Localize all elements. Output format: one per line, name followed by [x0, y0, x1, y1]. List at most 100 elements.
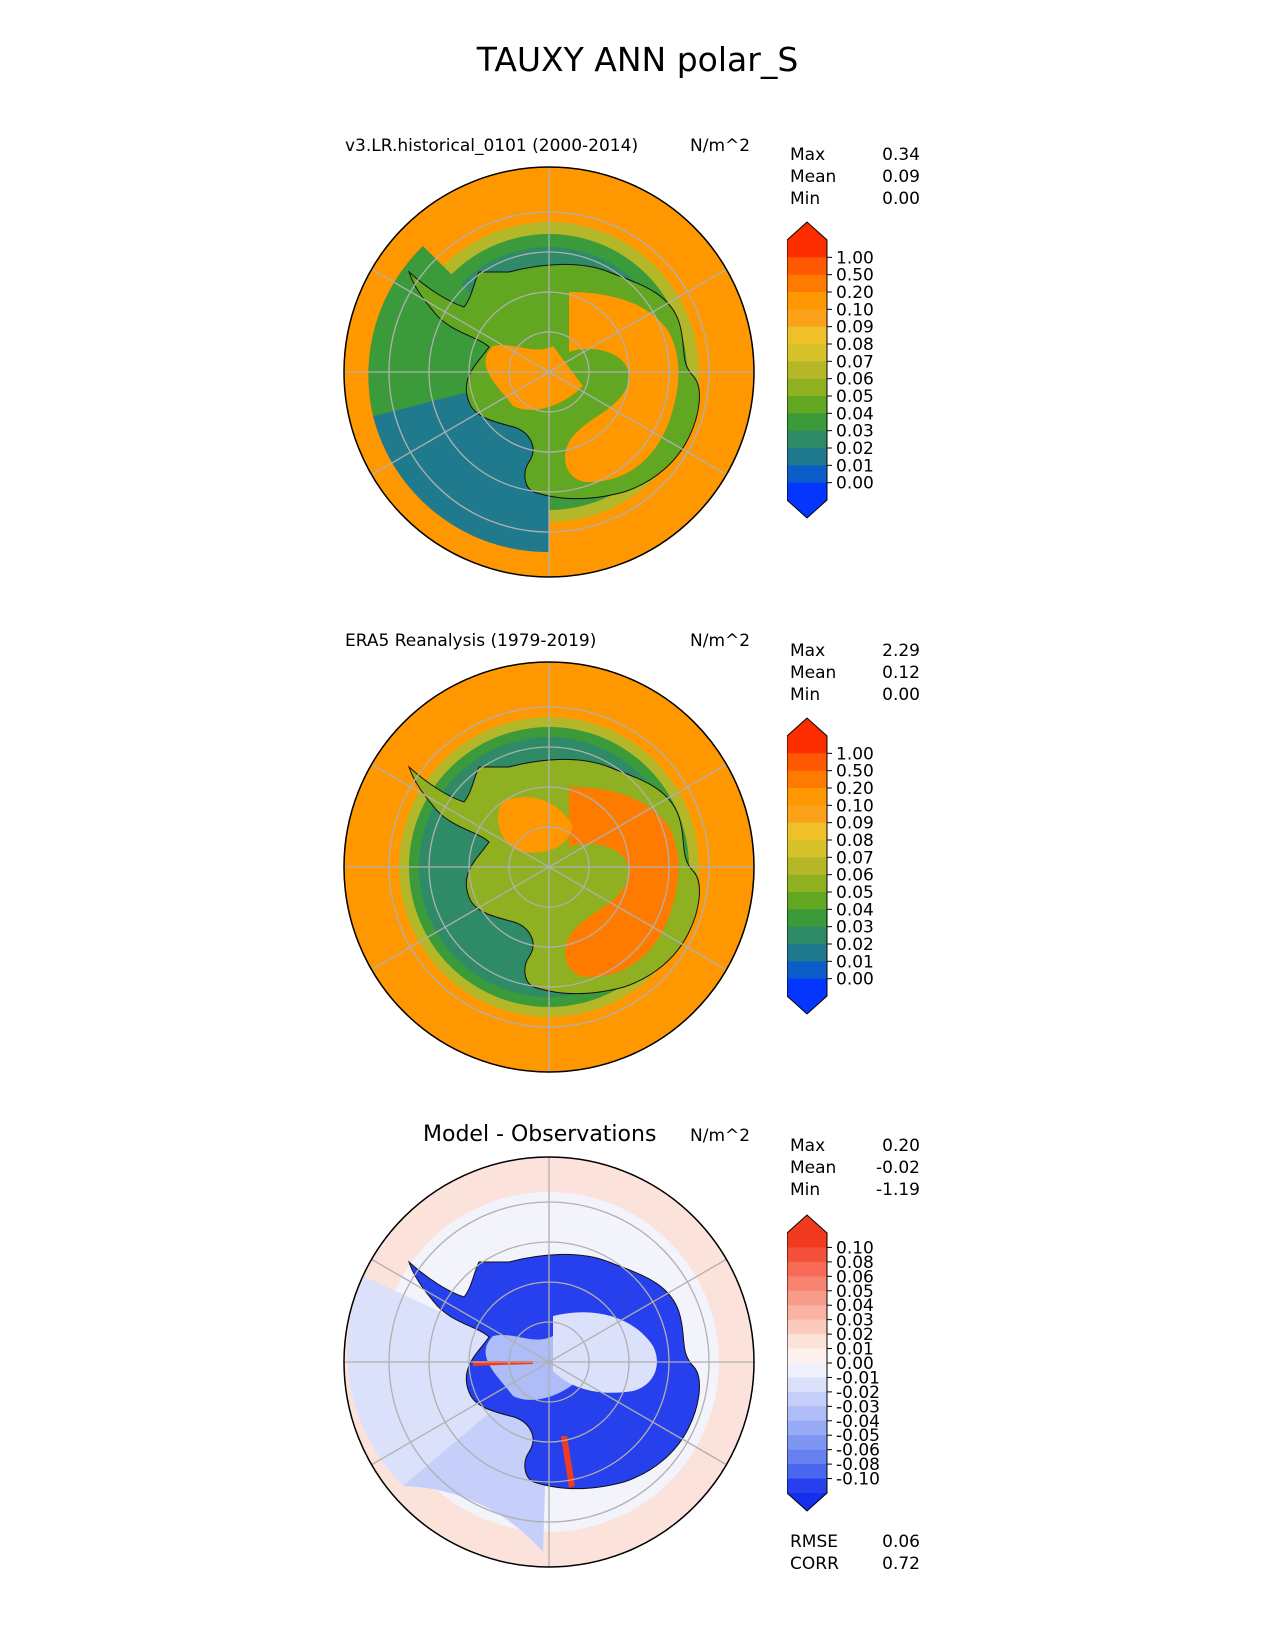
colorbar-segment [787, 378, 827, 397]
colorbar-tick-label: 0.08 [836, 1253, 874, 1273]
colorbar-tick-label: 0.50 [836, 762, 874, 782]
colorbar-tick-label: 0.20 [836, 283, 874, 303]
stat-max-value: 0.20 [882, 1136, 920, 1156]
colorbar-extend-upper [787, 1215, 827, 1233]
colorbar-extend-lower [787, 1493, 827, 1511]
stat-min-label: Min [790, 1180, 821, 1200]
colorbar-segment [787, 1435, 827, 1451]
colorbar-tick-label: -0.10 [836, 1470, 880, 1490]
stat-mean-label: Mean [790, 663, 837, 683]
colorbar-segment [787, 1377, 827, 1393]
colorbar-tick-label: 0.03 [836, 1311, 874, 1331]
colorbar-tick-label: 0.03 [836, 422, 874, 442]
colorbar-outline [787, 1214, 828, 1512]
colorbar-tick-label: -0.01 [836, 1368, 880, 1388]
colorbar-tick-label: 0.06 [836, 866, 874, 886]
colorbar-outline [787, 221, 828, 519]
colorbar-tick-label: 0.20 [836, 779, 874, 799]
colorbar-tick-label: 0.50 [836, 266, 874, 286]
colorbar-tick-label: 0.04 [836, 1296, 874, 1316]
colorbar-tick-label: -0.04 [836, 1412, 880, 1432]
colorbar-segment [787, 1363, 827, 1378]
colorbar-segment [787, 770, 827, 789]
polar-map-observation [343, 661, 755, 1073]
stat-min-value: 0.00 [882, 189, 920, 209]
colorbar-segment [787, 926, 827, 945]
colorbar-tick-label: 0.10 [836, 1238, 874, 1258]
colorbar-tick-label: 0.02 [836, 439, 874, 459]
stat-mean-value: 0.12 [882, 663, 920, 683]
stat-max-value: 2.29 [882, 641, 920, 661]
colorbar-segment [787, 961, 827, 980]
colorbar-segment [787, 361, 827, 380]
colorbar-tick-label: 0.01 [836, 456, 874, 476]
colorbar-segment [787, 1348, 827, 1364]
colorbar-tick-label: -0.03 [836, 1397, 880, 1417]
polar-map-difference [343, 1156, 755, 1568]
rmse-value: 0.06 [882, 1532, 920, 1552]
colorbar-tick-label: 1.00 [836, 248, 874, 268]
colorbar-model: 1.000.500.200.100.090.080.070.060.050.04… [787, 221, 874, 519]
colorbar-segment [787, 344, 827, 362]
panel-title: Model - Observations [423, 1122, 657, 1147]
colorbar-segment [787, 292, 827, 310]
stat-min-value: -1.19 [876, 1180, 920, 1200]
colorbar-tick-label: 0.02 [836, 1325, 874, 1345]
colorbar-tick-label: 0.06 [836, 1267, 874, 1287]
panel-difference: Model - Observations N/m^2 Max 0.20 Mean -… [0, 0, 1275, 1574]
metrics-box: RMSE 0.06 CORR 0.72 [790, 1531, 920, 1575]
colorbar-tick-label: 0.07 [836, 352, 874, 372]
colorbar-segment [787, 257, 827, 276]
corr-value: 0.72 [882, 1554, 920, 1574]
panel-observation: ERA5 Reanalysis (1979-2019) N/m^2 Max 2.2… [0, 0, 1275, 1073]
colorbar-segment [787, 753, 827, 772]
colorbar-tick-label: 0.05 [836, 883, 874, 903]
colorbar-tick-label: 0.03 [836, 918, 874, 938]
colorbar-segment [787, 1420, 827, 1436]
colorbar-segment [787, 1233, 827, 1248]
colorbar-segment [787, 822, 827, 841]
stat-max-label: Max [790, 145, 826, 165]
panel-model: v3.LR.historical_0101 (2000-2014) N/m^2 … [0, 0, 1275, 578]
colorbar-segment [787, 892, 827, 910]
colorbar-segment [787, 736, 827, 754]
rmse-label: RMSE [790, 1532, 839, 1552]
colorbar-tick-label: 0.09 [836, 814, 874, 834]
colorbar-segment [787, 1478, 827, 1494]
colorbar-segment [787, 1406, 827, 1422]
colorbar-observation: 1.000.500.200.100.090.080.070.060.050.04… [787, 717, 874, 1015]
colorbar-segment [787, 448, 827, 466]
colorbar-segment [787, 1319, 827, 1335]
colorbar-segment [787, 874, 827, 893]
stat-mean-value: 0.09 [882, 167, 920, 187]
colorbar-extend-upper [787, 718, 827, 736]
stat-max-label: Max [790, 1136, 826, 1156]
panel-title: v3.LR.historical_0101 (2000-2014) [345, 136, 639, 156]
colorbar-segment [787, 465, 827, 484]
colorbar-segment [787, 1261, 827, 1277]
colorbar-extend-lower [787, 996, 827, 1014]
colorbar-outline [787, 717, 828, 1015]
colorbar-tick-label: 0.08 [836, 831, 874, 851]
colorbar-tick-label: 0.01 [836, 952, 874, 972]
colorbar-segment [787, 805, 827, 824]
stat-min-label: Min [790, 685, 821, 705]
colorbar-segment [787, 1290, 827, 1306]
colorbar-tick-label: -0.05 [836, 1426, 880, 1446]
colorbar-tick-label: 1.00 [836, 744, 874, 764]
colorbar-segment [787, 840, 827, 858]
colorbar-tick-label: 0.02 [836, 935, 874, 955]
colorbar-tick-label: 0.00 [836, 474, 874, 494]
stat-min-value: 0.00 [882, 685, 920, 705]
colorbar-segment [787, 1464, 827, 1480]
colorbar-segment [787, 1391, 827, 1407]
colorbar-tick-label: 0.00 [836, 1354, 874, 1374]
colorbar-tick-label: 0.04 [836, 900, 874, 920]
colorbar-tick-label: 0.04 [836, 404, 874, 424]
colorbar-segment [787, 482, 827, 501]
stat-min-label: Min [790, 189, 821, 209]
stats-box: Max 2.29 Mean 0.12 Min 0.00 [790, 640, 920, 706]
units-label: N/m^2 [690, 1126, 751, 1146]
colorbar-tick-label: 0.08 [836, 335, 874, 355]
colorbar-segment [787, 274, 827, 293]
